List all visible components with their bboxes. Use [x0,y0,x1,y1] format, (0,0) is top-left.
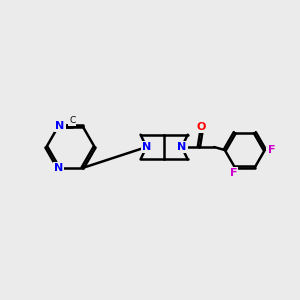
Text: N: N [54,163,63,173]
Text: C: C [69,116,75,125]
Text: O: O [196,122,206,132]
Text: N: N [55,121,64,131]
Text: F: F [268,145,275,155]
Text: F: F [230,168,237,178]
Text: N: N [177,142,186,152]
Text: N: N [142,142,151,152]
